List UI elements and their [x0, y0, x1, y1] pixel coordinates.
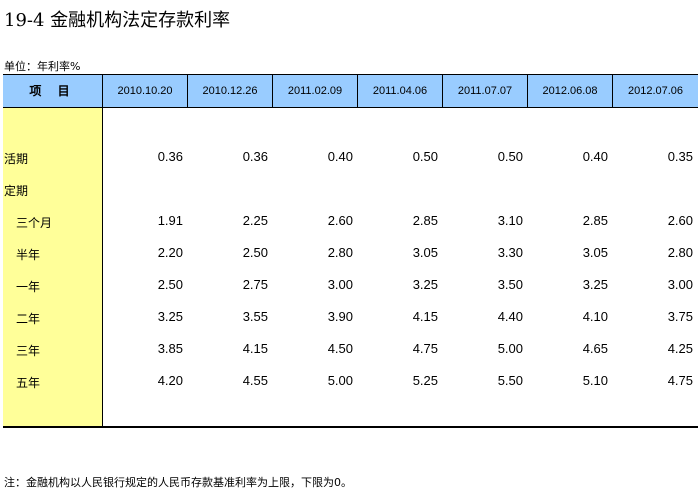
table-cell: 2.20	[157, 245, 183, 260]
page-title: 19-4 金融机构法定存款利率	[4, 10, 231, 31]
row-label: 半年	[16, 248, 41, 262]
table-cell: 2.80	[667, 245, 693, 260]
table-cell: 3.25	[412, 277, 438, 292]
table-cell: 3.50	[497, 277, 523, 292]
header-date: 2012.06.08	[528, 75, 613, 107]
table-cell: 4.10	[582, 309, 608, 324]
row-label: 定期	[4, 184, 29, 198]
header-date: 2011.04.06	[358, 75, 443, 107]
table-cell: 4.40	[497, 309, 523, 324]
table-cell: 3.25	[582, 277, 608, 292]
header-item: 项 目	[3, 75, 103, 107]
table-cell: 0.50	[412, 149, 438, 164]
table-cell: 4.15	[412, 309, 438, 324]
table-cell: 4.25	[667, 341, 693, 356]
table-cell: 4.50	[327, 341, 353, 356]
table-cell: 2.75	[242, 277, 268, 292]
table-cell: 2.50	[157, 277, 183, 292]
table-cell: 4.75	[412, 341, 438, 356]
row-label: 五年	[16, 376, 41, 390]
header-date: 2011.02.09	[273, 75, 358, 107]
table-cell: 3.05	[412, 245, 438, 260]
header-date: 2011.07.07	[443, 75, 528, 107]
unit-label: 单位：年利率%	[4, 60, 81, 73]
table-cell: 2.85	[412, 213, 438, 228]
header-date: 2012.07.06	[627, 85, 684, 97]
table-cell: 1.91	[157, 213, 183, 228]
table-cell: 3.90	[327, 309, 353, 324]
table-cell: 0.36	[157, 149, 183, 164]
table-cell: 3.10	[497, 213, 523, 228]
table-cell: 5.10	[582, 373, 608, 388]
table-cell: 5.50	[497, 373, 523, 388]
table-cell: 0.40	[582, 149, 608, 164]
table-cell: 0.35	[667, 149, 693, 164]
table-cell: 3.75	[667, 309, 693, 324]
table-cell: 4.75	[667, 373, 693, 388]
footnote: 注：金融机构以人民银行规定的人民币存款基准利率为上限，下限为0。	[4, 476, 352, 489]
table-cell: 2.85	[582, 213, 608, 228]
row-label-column	[3, 108, 103, 426]
table-cell: 3.05	[582, 245, 608, 260]
table-cell: 3.55	[242, 309, 268, 324]
table-cell: 2.50	[242, 245, 268, 260]
row-label: 二年	[16, 312, 41, 326]
table-bottom-border	[3, 426, 698, 428]
table-cell: 5.00	[497, 341, 523, 356]
table-cell: 2.80	[327, 245, 353, 260]
row-label: 三个月	[16, 216, 53, 230]
header-date: 2010.12.26	[188, 75, 273, 107]
table-cell: 2.25	[242, 213, 268, 228]
table-cell: 3.00	[667, 277, 693, 292]
table-cell: 2.60	[667, 213, 693, 228]
table-cell: 4.20	[157, 373, 183, 388]
header-date: 2010.10.20	[103, 75, 188, 107]
table-cell: 0.50	[497, 149, 523, 164]
table-cell: 0.36	[242, 149, 268, 164]
row-label: 三年	[16, 344, 41, 358]
table-cell: 3.00	[327, 277, 353, 292]
row-label: 一年	[16, 280, 41, 294]
table-header: 项 目 2010.10.20 2010.12.26 2011.02.09 201…	[3, 74, 698, 108]
table-cell: 4.15	[242, 341, 268, 356]
table-cell: 2.60	[327, 213, 353, 228]
table-cell: 3.25	[157, 309, 183, 324]
table-cell: 3.85	[157, 341, 183, 356]
table-cell: 0.40	[327, 149, 353, 164]
row-label: 活期	[4, 152, 29, 166]
table-cell: 5.00	[327, 373, 353, 388]
table-cell: 4.55	[242, 373, 268, 388]
table-cell: 4.65	[582, 341, 608, 356]
table-cell: 5.25	[412, 373, 438, 388]
table-cell: 3.30	[497, 245, 523, 260]
